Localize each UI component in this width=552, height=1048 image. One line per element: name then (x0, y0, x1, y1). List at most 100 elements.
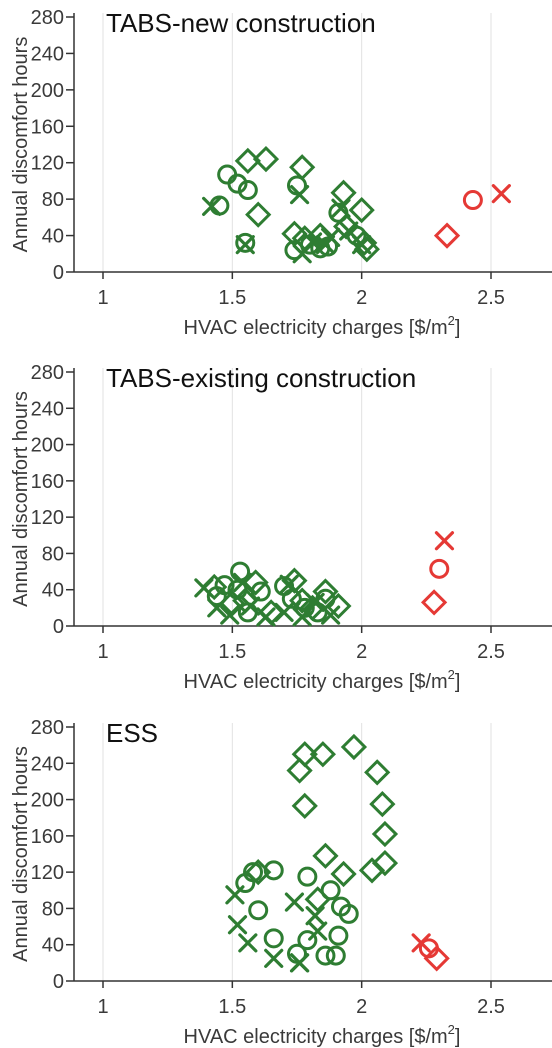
y-tick-label: 80 (42, 189, 64, 211)
y-tick-label: 120 (31, 507, 64, 529)
y-tick-label: 120 (31, 153, 64, 175)
data-point-circle (235, 232, 256, 253)
data-point-diamond (371, 820, 399, 848)
x-axis-label-text: HVAC electricity charges [$/m (184, 317, 448, 339)
data-point-x (274, 602, 294, 622)
x-tick-label: 2.5 (477, 287, 505, 309)
x-tick-label: 1.5 (218, 287, 246, 309)
data-point-circle (315, 945, 336, 966)
data-point-x (279, 574, 299, 594)
x-axis-label-text: HVAC electricity charges [$/m (184, 671, 448, 693)
data-point-circle (243, 862, 264, 883)
data-point-diamond (245, 859, 272, 886)
data-point-x (207, 598, 227, 618)
data-point-x (225, 885, 245, 905)
data-point-diamond (252, 145, 280, 173)
data-point-x (289, 184, 310, 205)
data-point-circle (237, 180, 258, 201)
y-tick-label: 160 (31, 471, 64, 493)
data-point-x (194, 578, 214, 598)
y-tick-label: 120 (31, 862, 64, 884)
data-point-diamond (423, 945, 450, 972)
x-axis-label-bracket: ] (455, 1026, 461, 1048)
data-point-circle (248, 900, 269, 921)
x-tick-label: 1.5 (218, 641, 246, 663)
x-tick-label: 1.5 (218, 996, 246, 1018)
data-point-x (321, 605, 341, 625)
data-point-circle (297, 930, 318, 951)
y-tick-label: 200 (31, 435, 64, 457)
x-axis-label-bracket: ] (455, 317, 461, 339)
data-point-x (235, 235, 255, 255)
chart-panel-3: 0 40 80 120 160 200 240 280 1 1.5 2 2.5 HVAC electri… (10, 717, 552, 1048)
x-tick-label: 1 (97, 996, 108, 1018)
data-point-diamond (312, 578, 339, 605)
data-point-x (284, 892, 305, 912)
data-point-x (321, 227, 341, 247)
data-point-diamond (371, 849, 399, 877)
data-point-diamond (364, 759, 391, 786)
data-point-x (256, 607, 276, 627)
data-point-diamond (330, 860, 357, 888)
data-point-diamond (291, 741, 318, 768)
data-point-x (434, 531, 455, 551)
data-point-x (331, 198, 351, 218)
x-tick-label: 2 (356, 996, 367, 1018)
y-axis-label: Annual discomfort hours (10, 37, 32, 253)
x-tick-label: 2.5 (477, 641, 505, 663)
y-axis-label: Annual discomfort hours (10, 746, 32, 962)
data-point-circle (338, 903, 359, 924)
y-tick-label: 240 (31, 398, 64, 420)
data-point-diamond (340, 733, 368, 761)
data-point-circle (328, 925, 349, 946)
data-point-x (240, 596, 261, 616)
x-axis-label: HVAC electricity charges [$/m2] (184, 313, 461, 339)
data-point-x (238, 933, 258, 953)
data-point-x (220, 605, 240, 625)
x-tick-label: 2 (356, 287, 367, 309)
data-point-x (352, 235, 372, 255)
y-tick-label: 40 (42, 226, 64, 248)
y-tick-label: 200 (31, 80, 64, 102)
data-point-x (202, 196, 222, 217)
x-axis-label-text: HVAC electricity charges [$/m (184, 1026, 448, 1048)
x-tick-label: 1 (97, 641, 108, 663)
y-tick-label: 280 (31, 362, 64, 384)
y-tick-label: 240 (31, 43, 64, 65)
data-point-diamond (348, 196, 375, 224)
panel-title: TABS-existing construction (106, 363, 416, 393)
y-tick-label: 0 (53, 262, 64, 284)
y-tick-label: 200 (31, 790, 64, 812)
y-tick-label: 240 (31, 753, 64, 775)
y-tick-label: 280 (31, 7, 64, 29)
panel-title: ESS (106, 718, 158, 748)
data-point-circle (217, 164, 238, 185)
data-point-diamond (291, 792, 318, 820)
x-axis-label-superscript: 2 (448, 1022, 455, 1037)
data-point-circle (320, 880, 341, 901)
data-point-diamond (286, 757, 313, 784)
data-point-diamond (299, 594, 326, 621)
y-tick-label: 40 (42, 580, 64, 602)
panel-title: TABS-new construction (106, 8, 376, 38)
data-point-diamond (289, 154, 316, 181)
data-point-x (491, 184, 511, 204)
data-point-x (289, 953, 310, 973)
data-point-circle (214, 575, 235, 596)
data-point-circle (297, 866, 318, 887)
y-tick-label: 280 (31, 717, 64, 739)
data-point-x (233, 572, 253, 593)
chart-panel-1: 0 40 80 120 160 200 240 280 1 1.5 2 2.5 HVAC electri… (10, 7, 552, 339)
data-point-circle (227, 173, 248, 194)
data-point-diamond (245, 201, 272, 228)
data-point-circle (263, 860, 284, 881)
data-point-diamond (369, 790, 396, 818)
data-point-diamond (304, 886, 331, 913)
data-point-circle (263, 928, 284, 949)
data-point-diamond (330, 179, 357, 206)
y-tick-label: 0 (53, 616, 64, 638)
data-point-circle (462, 190, 483, 211)
data-point-circle (429, 558, 450, 579)
data-point-diamond (433, 222, 461, 249)
y-axis-label: Annual discomfort hours (10, 391, 32, 607)
